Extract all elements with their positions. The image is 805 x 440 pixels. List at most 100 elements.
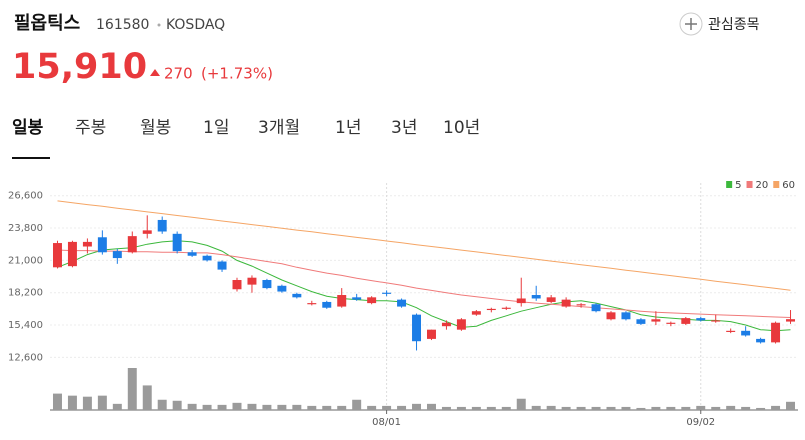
volume-bar [471, 406, 481, 410]
y-tick-label: 18,200 [8, 288, 43, 299]
tab[interactable]: 월봉 [140, 118, 171, 138]
candle-body [636, 319, 646, 324]
change-pct: (+1.73%) [201, 65, 273, 83]
volume-bar [486, 406, 496, 410]
candle-body [486, 308, 496, 311]
y-tick-label: 15,400 [8, 320, 43, 331]
volume-bar [352, 399, 362, 410]
tab[interactable]: 1일 [203, 118, 229, 138]
legend-swatch [746, 181, 753, 188]
legend-label: 20 [756, 180, 769, 191]
candle-body [82, 241, 92, 247]
change: 270 [164, 65, 193, 83]
volume-bar [561, 406, 571, 410]
candle-body [666, 322, 676, 324]
candle-body [516, 298, 526, 304]
volume-bar [516, 398, 526, 410]
candle-body [681, 318, 691, 324]
volume-bar [217, 404, 227, 410]
volume-bar [247, 403, 257, 410]
stock-name: 필옵틱스 [14, 13, 80, 34]
candle-body [67, 241, 77, 267]
candle-body [397, 299, 407, 307]
volume-bar [786, 401, 796, 410]
tab[interactable]: 일봉 [12, 118, 44, 138]
volume-bar [726, 405, 736, 410]
volume-bar [232, 402, 242, 410]
candle-body [172, 233, 182, 252]
volume-bar [262, 404, 272, 410]
candle-body [456, 319, 466, 330]
volume-bar [112, 403, 122, 410]
candle-body [441, 322, 451, 327]
volume-bar [97, 395, 107, 410]
candle-body [157, 219, 167, 232]
volume-bar [426, 403, 436, 410]
tabs: 일봉 주봉 월봉 1일 3개월 1년 3년 10년 [12, 118, 480, 138]
candle-body [187, 252, 197, 256]
volume-bar [456, 406, 466, 410]
volume-bar [127, 368, 137, 410]
watch-button[interactable]: 관심종목 [679, 12, 760, 36]
up-arrow [150, 69, 160, 76]
candle-body [247, 277, 257, 285]
x-tick-label: 08/01 [372, 417, 401, 428]
volume-bar [187, 403, 197, 410]
volume-bar [771, 405, 781, 410]
candle-body [97, 237, 107, 253]
volume-bar [82, 396, 92, 410]
volume-bar [741, 406, 751, 410]
candle-body [741, 330, 751, 336]
tab[interactable]: 3개월 [258, 118, 300, 138]
candle-body [112, 251, 122, 259]
volume-bar [397, 405, 407, 410]
volume-bar [292, 404, 302, 410]
moving-average-line [57, 240, 791, 332]
price: 15,910 [12, 47, 147, 87]
volume-bar [322, 405, 332, 410]
candle-body [786, 319, 796, 322]
legend-swatch [773, 181, 780, 188]
y-tick-label: 21,000 [8, 255, 43, 266]
candle-body [127, 236, 137, 253]
candle-body [292, 293, 302, 298]
legend-label: 60 [782, 180, 795, 191]
volume-bar [636, 407, 646, 410]
volume-bar [696, 405, 706, 410]
candle-body [412, 314, 422, 342]
tab[interactable]: 1년 [335, 118, 361, 138]
volume-bar [202, 404, 212, 410]
candle-body [756, 338, 766, 343]
tab[interactable]: 주봉 [75, 118, 106, 138]
volume-bar [651, 406, 661, 410]
candle-body [576, 304, 586, 306]
volume-bar [621, 406, 631, 410]
volume-bar [307, 405, 317, 410]
candle-body [771, 322, 781, 343]
volume-bar [157, 399, 167, 410]
candle-body [322, 301, 332, 308]
market: KOSDAQ [166, 17, 225, 33]
volume-bar [441, 406, 451, 410]
candle-body [352, 297, 362, 300]
stock-code: 161580 [96, 17, 149, 33]
candle-body [277, 285, 287, 292]
volume-bar [337, 405, 347, 410]
candle-body [367, 297, 377, 304]
volume-bar [591, 406, 601, 410]
candle-body [546, 297, 556, 302]
volume-bar [606, 406, 616, 410]
tab[interactable]: 3년 [391, 118, 417, 138]
volume-bar [666, 406, 676, 410]
candle-body [531, 295, 541, 299]
legend-swatch [726, 181, 733, 188]
candle-body [217, 261, 227, 270]
chart: 26,600 23,800 21,000 18,200 15,400 12,600 08/0… [8, 180, 798, 428]
volume-bar [576, 406, 586, 410]
tab[interactable]: 10년 [443, 118, 480, 138]
volume-bar [681, 406, 691, 410]
volume-bar [277, 404, 287, 410]
candle-body [232, 280, 242, 290]
candle-body [202, 255, 212, 261]
watch-label: 관심종목 [708, 17, 760, 33]
